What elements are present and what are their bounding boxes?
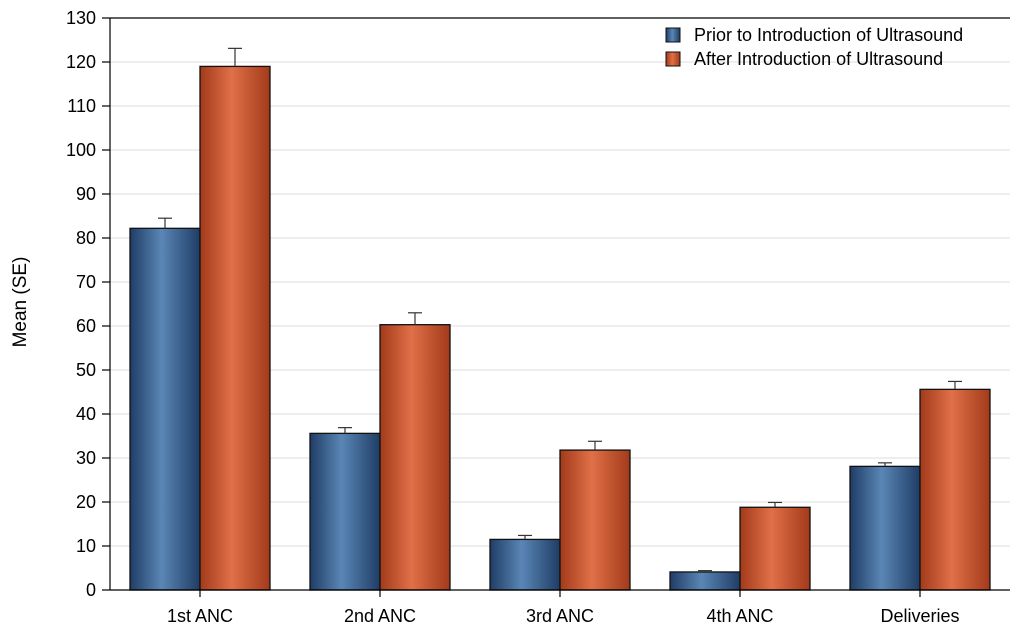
y-tick-label: 0 bbox=[86, 580, 96, 600]
y-axis-label: Mean (SE) bbox=[10, 257, 31, 348]
y-tick-label: 70 bbox=[76, 272, 96, 292]
y-tick-label: 40 bbox=[76, 404, 96, 424]
y-tick-label: 20 bbox=[76, 492, 96, 512]
legend-label-1: After Introduction of Ultrasound bbox=[694, 49, 943, 69]
bar-after-3 bbox=[739, 506, 811, 591]
y-tick-label: 50 bbox=[76, 360, 96, 380]
bar-prior-4 bbox=[849, 465, 921, 591]
bar-after-4 bbox=[919, 388, 991, 591]
bar-prior-0 bbox=[129, 227, 201, 591]
y-tick-label: 30 bbox=[76, 448, 96, 468]
bar-after-1 bbox=[379, 324, 451, 591]
x-tick-label: Deliveries bbox=[880, 606, 959, 626]
x-tick-label: 3rd ANC bbox=[526, 606, 594, 626]
y-tick-label: 10 bbox=[76, 536, 96, 556]
y-tick-label: 90 bbox=[76, 184, 96, 204]
bar-prior-1 bbox=[309, 432, 381, 591]
bars bbox=[129, 47, 991, 591]
axes: 0 10 20 30 40 50 60 70 80 90 100 110 120 130 1st ANC 2n… bbox=[66, 8, 1010, 626]
bar-after-2 bbox=[559, 449, 631, 591]
bar-prior-2 bbox=[489, 538, 561, 591]
legend-label-0: Prior to Introduction of Ultrasound bbox=[694, 25, 963, 45]
bar-prior-3 bbox=[669, 571, 741, 591]
y-tick-label: 110 bbox=[67, 96, 96, 116]
y-tick-label: 130 bbox=[66, 8, 96, 28]
bar-after-0 bbox=[199, 65, 271, 591]
legend-swatch-1 bbox=[665, 51, 681, 67]
y-tick-label: 80 bbox=[76, 228, 96, 248]
x-tick-label: 1st ANC bbox=[167, 606, 233, 626]
legend-swatch-0 bbox=[665, 27, 681, 43]
x-tick-label: 4th ANC bbox=[706, 606, 773, 626]
y-tick-label: 100 bbox=[66, 140, 96, 160]
x-tick-label: 2nd ANC bbox=[344, 606, 416, 626]
y-tick-label: 120 bbox=[66, 52, 96, 72]
y-tick-label: 60 bbox=[76, 316, 96, 336]
legend: Prior to Introduction of Ultrasound After… bbox=[665, 25, 963, 69]
